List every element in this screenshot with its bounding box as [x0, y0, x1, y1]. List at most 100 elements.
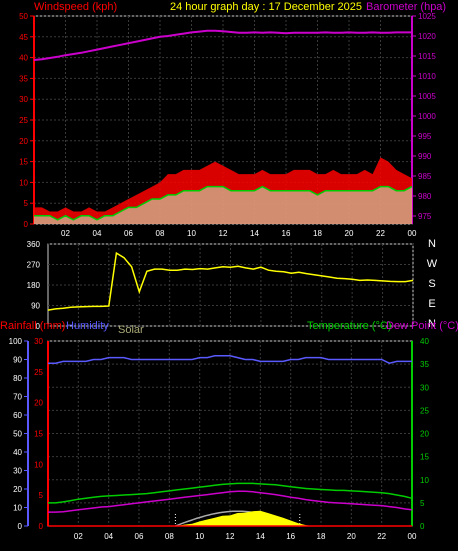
barometer-line: [33, 29, 412, 61]
direction-tick-label: 180: [27, 281, 41, 290]
compass-label: N: [428, 318, 436, 330]
x-tick-label: 22: [376, 229, 385, 238]
x-tick-label: 02: [74, 532, 83, 541]
compass-label: W: [427, 258, 438, 270]
x-tick-label: 10: [187, 229, 196, 238]
x-tick-label: 02: [61, 229, 70, 238]
temperature-label: Temperature (°C): [307, 320, 391, 332]
humidity-tick-label: 50: [13, 430, 22, 439]
right-tick-label: 1020: [418, 32, 436, 41]
left-tick-label: 35: [19, 74, 28, 83]
direction-left-axis: 0 90 180 270 360: [27, 240, 41, 331]
right-tick-label: 975: [418, 212, 432, 221]
right-tick-label: 1005: [418, 92, 436, 101]
wind-series: [33, 29, 413, 224]
humidity-tick-label: 70: [13, 393, 22, 402]
x-tick-label: 20: [345, 229, 354, 238]
temperature-tick-label: 0: [420, 522, 425, 531]
x-tick-label: 08: [156, 229, 165, 238]
left-tick-label: 45: [19, 33, 28, 42]
humidity-axis: 0 10 20 30 40 50 60 70 80 90 100: [9, 337, 29, 531]
humidity-tick-label: 10: [13, 504, 22, 513]
rain-tick-label: 20: [34, 399, 43, 408]
right-tick-label: 1000: [418, 112, 436, 121]
x-tick-label: 12: [226, 532, 235, 541]
rain-tick-label: 15: [34, 430, 43, 439]
humidity-tick-label: 0: [18, 522, 23, 531]
temperature-tick-label: 25: [420, 406, 429, 415]
humidity-tick-label: 100: [9, 337, 23, 346]
right-tick-label: 1010: [418, 72, 436, 81]
direction-line: [47, 251, 414, 311]
rain-tick-label: 10: [34, 460, 43, 469]
barometer-right-axis: 975 980 985 990 995 1000 1005 1010 1015 1020 1025: [411, 12, 436, 224]
temperature-tick-label: 10: [420, 476, 429, 485]
x-tick-label: 16: [286, 532, 295, 541]
x-tick-label: 06: [135, 532, 144, 541]
rain-axis: 0 5 10 15 20 25 30: [34, 337, 49, 531]
right-tick-label: 995: [418, 132, 432, 141]
solar-label: Solar: [118, 324, 144, 336]
temperature-tick-label: 30: [420, 383, 429, 392]
compass-label: S: [428, 278, 435, 290]
graph-title: 24 hour graph day : 17 December 2025: [170, 1, 362, 13]
x-tick-label: 12: [219, 229, 228, 238]
humidity-tick-label: 20: [13, 485, 22, 494]
solar-area: [48, 510, 412, 526]
temperature-tick-label: 20: [420, 430, 429, 439]
x-tick-label: 04: [104, 532, 113, 541]
right-tick-label: 990: [418, 152, 432, 161]
wind-left-axis: 0 5 10 15 20 25 30 35 40 45 50: [19, 12, 35, 229]
windspeed-label: Windspeed (kph): [34, 1, 117, 13]
humidity-line: [48, 355, 412, 364]
rainfall-label: Rainfall (mm): [0, 320, 65, 332]
x-tick-label: 10: [195, 532, 204, 541]
humidity-tick-label: 80: [13, 374, 22, 383]
temp-series: [48, 355, 413, 527]
direction-tick-label: 90: [31, 302, 40, 311]
temperature-tick-label: 15: [420, 453, 429, 462]
x-tick-label: 06: [124, 229, 133, 238]
right-tick-label: 980: [418, 192, 432, 201]
x-tick-label: 16: [282, 229, 291, 238]
direction-tick-label: 360: [27, 240, 41, 249]
humidity-label: Humidity: [66, 320, 109, 332]
wind-x-ticks: 02 04 06 08 10 12 14 16 18 20 22 00: [61, 229, 417, 238]
rain-tick-label: 0: [39, 522, 44, 531]
right-tick-label: 1015: [418, 52, 436, 61]
x-tick-label: 18: [313, 229, 322, 238]
left-tick-label: 5: [24, 199, 29, 208]
direction-tick-label: 0: [36, 322, 41, 331]
compass-label: E: [428, 298, 435, 310]
left-tick-label: 20: [19, 137, 28, 146]
humidity-tick-label: 60: [13, 411, 22, 420]
temperature-axis: 0 5 10 15 20 25 30 35 40: [411, 337, 429, 531]
rain-tick-label: 5: [39, 491, 44, 500]
wind-line: [34, 185, 413, 221]
left-tick-label: 30: [19, 95, 28, 104]
temperature-line: [48, 482, 413, 504]
x-tick-label: 08: [165, 532, 174, 541]
wind-area: [34, 186, 412, 224]
x-tick-label: 14: [256, 532, 265, 541]
compass-label: N: [428, 238, 436, 250]
humidity-tick-label: 40: [13, 448, 22, 457]
temperature-tick-label: 40: [420, 337, 429, 346]
x-tick-label: 04: [93, 229, 102, 238]
direction-series: [47, 251, 414, 311]
left-tick-label: 0: [24, 220, 29, 229]
x-tick-label: 18: [317, 532, 326, 541]
temperature-tick-label: 35: [420, 360, 429, 369]
rain-tick-label: 30: [34, 337, 43, 346]
x-tick-label: 00: [408, 532, 417, 541]
rain-tick-label: 25: [34, 368, 43, 377]
humidity-tick-label: 30: [13, 467, 22, 476]
temperature-tick-label: 5: [420, 499, 425, 508]
direction-tick-label: 270: [27, 261, 41, 270]
left-tick-label: 10: [19, 178, 28, 187]
x-tick-label: 20: [347, 532, 356, 541]
